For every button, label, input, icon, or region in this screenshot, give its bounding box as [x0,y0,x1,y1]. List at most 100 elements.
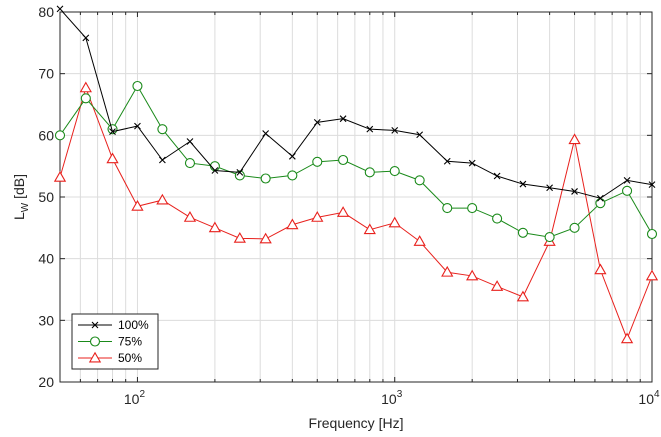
data-point-marker [288,152,296,160]
data-point-marker [336,206,350,217]
data-point-marker [517,227,528,238]
data-point-marker [312,156,323,167]
data-point-marker [646,228,658,240]
data-point-marker [186,138,194,145]
data-point-marker [262,130,270,137]
legend-marker [91,321,99,329]
legend-label: 100% [118,318,149,332]
data-point-marker [158,156,166,164]
y-tick-label: 60 [38,127,54,143]
data-point-marker [414,175,425,186]
data-point-marker [233,232,246,243]
data-point-marker [568,133,581,145]
y-tick-label: 20 [38,374,54,390]
data-point-marker [388,216,401,228]
data-point-marker [236,168,244,176]
data-point-marker [259,232,272,244]
data-point-marker [132,80,143,92]
data-point-marker [80,93,91,104]
data-point-marker [183,211,197,222]
y-axis-label-subscript: W [20,202,31,212]
x-axis-label: Frequency [Hz] [309,415,404,431]
data-point-marker [493,172,501,180]
x-tick-label: 102 [124,389,146,407]
data-point-marker [516,290,530,302]
y-tick-label: 30 [38,312,54,328]
legend-label: 50% [118,351,142,365]
data-point-marker [313,118,321,126]
data-point-marker [441,265,454,277]
series-line [62,12,652,199]
series-100-percent [56,5,656,202]
data-point-marker [467,203,478,214]
data-point-marker [364,167,375,178]
data-point-marker [546,184,554,192]
data-point-marker [211,167,219,174]
data-point-marker [54,130,66,141]
data-point-marker [184,158,196,169]
grid-lines [59,11,653,383]
data-point-marker [466,269,479,281]
data-point-marker [56,5,64,13]
data-point-marker [492,213,503,224]
data-point-marker [234,170,245,181]
data-point-marker [134,122,141,130]
data-point-marker [569,222,580,233]
data-point-marker [79,81,92,93]
x-tick-label: 104 [638,389,660,407]
data-point-marker [82,34,90,42]
data-point-marker [620,332,634,344]
data-point-marker [595,198,606,209]
data-point-marker [645,269,659,281]
data-point-marker [156,193,169,205]
y-axis-label: LW [dB] [11,174,31,220]
data-point-marker [519,180,527,188]
data-point-marker [442,203,453,214]
data-point-marker [109,128,116,136]
data-point-marker [53,170,67,182]
data-point-marker [623,176,631,184]
data-series [53,5,659,344]
y-axis-label-unit: [dB] [11,174,27,203]
y-tick-label: 70 [38,66,54,82]
legend-label: 75% [118,335,142,349]
data-point-marker [544,232,555,243]
y-tick-label: 50 [38,189,54,205]
data-point-marker [106,152,119,164]
legend-item: 100% [78,318,149,332]
legend: 100% 75% 50% [71,313,159,370]
axis-ticks: 20 30 40 50 60 70 80 102 103 104 [38,4,660,407]
data-point-marker [366,125,374,133]
data-point-marker [389,166,400,177]
data-point-marker [339,115,347,123]
data-point-marker [490,280,504,291]
data-point-marker [338,154,349,166]
data-point-marker [571,188,578,195]
data-point-marker [413,235,426,246]
x-tick-label: 103 [381,389,403,407]
data-point-marker [648,181,656,189]
data-point-marker [596,194,604,202]
data-point-marker [622,185,633,196]
series-50-percent [53,81,659,344]
y-tick-label: 40 [38,251,54,267]
data-point-marker [468,159,476,167]
y-axis-label-main: L [11,212,27,220]
data-point-marker [287,170,298,181]
data-point-marker [286,218,299,230]
legend-item: 75% [78,335,142,349]
legend-marker [88,351,102,363]
data-point-marker [208,221,222,233]
series-75-percent [54,80,658,243]
data-point-marker [363,223,376,235]
data-point-marker [260,173,271,184]
y-tick-label: 80 [38,4,54,20]
data-point-marker [594,263,607,275]
data-point-marker [416,131,424,139]
data-point-marker [131,199,144,211]
data-point-marker [391,127,399,134]
data-point-marker [157,124,168,135]
legend-marker [89,336,101,347]
data-point-marker [311,211,324,222]
